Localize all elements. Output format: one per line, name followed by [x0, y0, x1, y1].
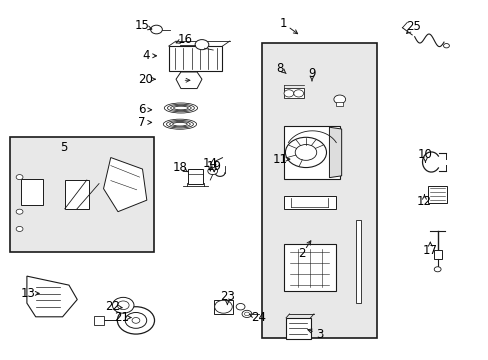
- Circle shape: [236, 303, 244, 310]
- Circle shape: [244, 312, 249, 316]
- Text: 6: 6: [138, 103, 145, 116]
- Circle shape: [207, 167, 217, 175]
- Text: 10: 10: [417, 148, 432, 161]
- Text: 11: 11: [272, 153, 286, 166]
- Bar: [284, 244, 335, 291]
- Bar: [355, 220, 360, 303]
- Circle shape: [150, 25, 162, 34]
- Text: 25: 25: [405, 21, 420, 33]
- Text: 16: 16: [177, 33, 192, 46]
- Text: 24: 24: [250, 311, 265, 324]
- Circle shape: [285, 137, 326, 167]
- Text: 23: 23: [220, 291, 234, 303]
- Bar: [168, 46, 222, 71]
- Text: 15: 15: [134, 19, 149, 32]
- Polygon shape: [27, 276, 77, 317]
- Circle shape: [16, 209, 23, 214]
- Text: 9: 9: [307, 67, 315, 80]
- Circle shape: [295, 144, 316, 160]
- Bar: [427, 186, 446, 203]
- Circle shape: [284, 90, 293, 97]
- Text: 4: 4: [142, 49, 149, 62]
- Text: 13: 13: [21, 287, 36, 300]
- Circle shape: [16, 226, 23, 231]
- Circle shape: [125, 312, 146, 328]
- Bar: [213, 300, 233, 314]
- Circle shape: [293, 90, 303, 97]
- Circle shape: [214, 300, 232, 313]
- Bar: [284, 126, 340, 179]
- Bar: [64, 180, 89, 209]
- Circle shape: [433, 267, 440, 272]
- Bar: [336, 102, 343, 106]
- Bar: [433, 251, 441, 259]
- Bar: [10, 137, 154, 252]
- Bar: [188, 169, 203, 184]
- Text: 17: 17: [422, 244, 437, 257]
- Circle shape: [16, 175, 23, 180]
- Text: 20: 20: [138, 73, 153, 86]
- Circle shape: [242, 310, 251, 318]
- Circle shape: [117, 307, 154, 334]
- Text: 18: 18: [172, 161, 187, 174]
- Bar: [285, 318, 310, 339]
- Text: 8: 8: [276, 62, 284, 75]
- Text: 12: 12: [416, 195, 431, 208]
- Bar: [261, 43, 376, 338]
- Text: 22: 22: [105, 300, 120, 313]
- Text: 14: 14: [203, 157, 217, 170]
- Polygon shape: [176, 72, 202, 89]
- Polygon shape: [329, 127, 341, 177]
- Bar: [283, 88, 304, 98]
- Circle shape: [112, 297, 134, 313]
- Text: 7: 7: [138, 116, 145, 129]
- Circle shape: [443, 44, 448, 48]
- Text: 21: 21: [114, 311, 128, 324]
- Polygon shape: [103, 158, 146, 212]
- Text: 3: 3: [316, 328, 324, 341]
- Circle shape: [117, 301, 129, 310]
- Text: 19: 19: [206, 160, 221, 173]
- Circle shape: [132, 318, 140, 323]
- Text: 2: 2: [298, 247, 305, 260]
- Bar: [20, 180, 43, 205]
- Bar: [94, 316, 104, 325]
- Bar: [284, 196, 335, 210]
- Text: 1: 1: [279, 17, 287, 30]
- Circle shape: [333, 95, 345, 104]
- Circle shape: [195, 40, 208, 50]
- Text: 5: 5: [60, 141, 67, 154]
